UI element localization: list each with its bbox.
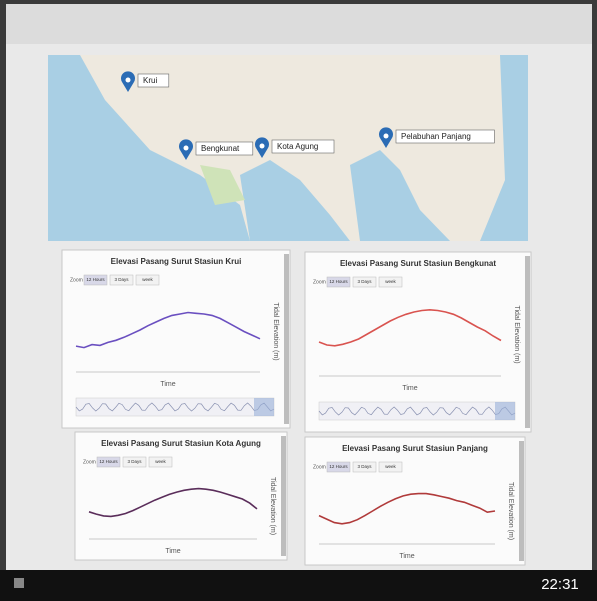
chart-title: Elevasi Pasang Surut Stasiun Krui (111, 257, 242, 266)
zoom-button-label: week (385, 464, 396, 469)
zoom-button-label: week (142, 277, 153, 282)
y-axis-label: Tidal Elevation (m) (272, 302, 279, 360)
chart-panel (75, 432, 287, 560)
x-axis-label: Time (399, 553, 414, 560)
scrollbar (519, 441, 524, 561)
map-label: Krui (143, 76, 157, 85)
scrollbar (284, 254, 289, 424)
zoom-button-label: 12 Hours (329, 464, 348, 469)
zoom-button-label: 12 Hours (329, 279, 348, 284)
zoom-button-label: 3 Days (357, 464, 372, 469)
chart-panel (305, 437, 525, 565)
zoom-button-label: week (155, 459, 166, 464)
taskbar (0, 570, 597, 601)
zoom-button-label: 3 Days (114, 277, 129, 282)
map-label: Bengkunat (201, 144, 240, 153)
scrollbar (525, 256, 530, 428)
map-label: Pelabuhan Panjang (401, 132, 471, 141)
x-axis-label: Time (402, 385, 417, 392)
screen-photo: 22:31 Krui Bengkunat Kota Agung Pelabuhan Pa… (0, 0, 597, 601)
map-pin-dot (384, 134, 389, 139)
header-bar (6, 4, 592, 44)
zoom-label: Zoom (313, 464, 326, 470)
zoom-button-label: 3 Days (357, 279, 372, 284)
map-pin-dot (126, 78, 131, 83)
chart-title: Elevasi Pasang Surut Stasiun Bengkunat (340, 259, 496, 268)
navigator-handle[interactable] (254, 398, 274, 416)
zoom-button-label: 12 Hours (86, 277, 105, 282)
zoom-button-label: 12 Hours (99, 459, 118, 464)
map-label: Kota Agung (277, 142, 318, 151)
y-axis-label: Tidal Elevation (m) (269, 477, 276, 535)
zoom-label: Zoom (313, 279, 326, 285)
start-icon (14, 578, 24, 588)
chart-title: Elevasi Pasang Surut Stasiun Kota Agung (101, 439, 261, 448)
x-axis-label: Time (160, 381, 175, 388)
page: 22:31 Krui Bengkunat Kota Agung Pelabuhan Pa… (0, 0, 597, 601)
y-axis-label: Tidal Elevation (m) (513, 305, 520, 363)
map-pin-dot (184, 146, 189, 151)
zoom-label: Zoom (83, 459, 96, 465)
zoom-label: Zoom (70, 277, 83, 283)
navigator-handle[interactable] (495, 402, 515, 420)
chart-title: Elevasi Pasang Surut Stasiun Panjang (342, 444, 488, 453)
x-axis-label: Time (165, 548, 180, 555)
y-axis-label: Tidal Elevation (m) (507, 482, 514, 540)
zoom-button-label: 3 Days (127, 459, 142, 464)
scrollbar (281, 436, 286, 556)
navigator (76, 398, 274, 416)
navigator (319, 402, 515, 420)
map-pin-dot (260, 144, 265, 149)
zoom-button-label: week (385, 279, 396, 284)
clock: 22:31 (541, 576, 579, 593)
